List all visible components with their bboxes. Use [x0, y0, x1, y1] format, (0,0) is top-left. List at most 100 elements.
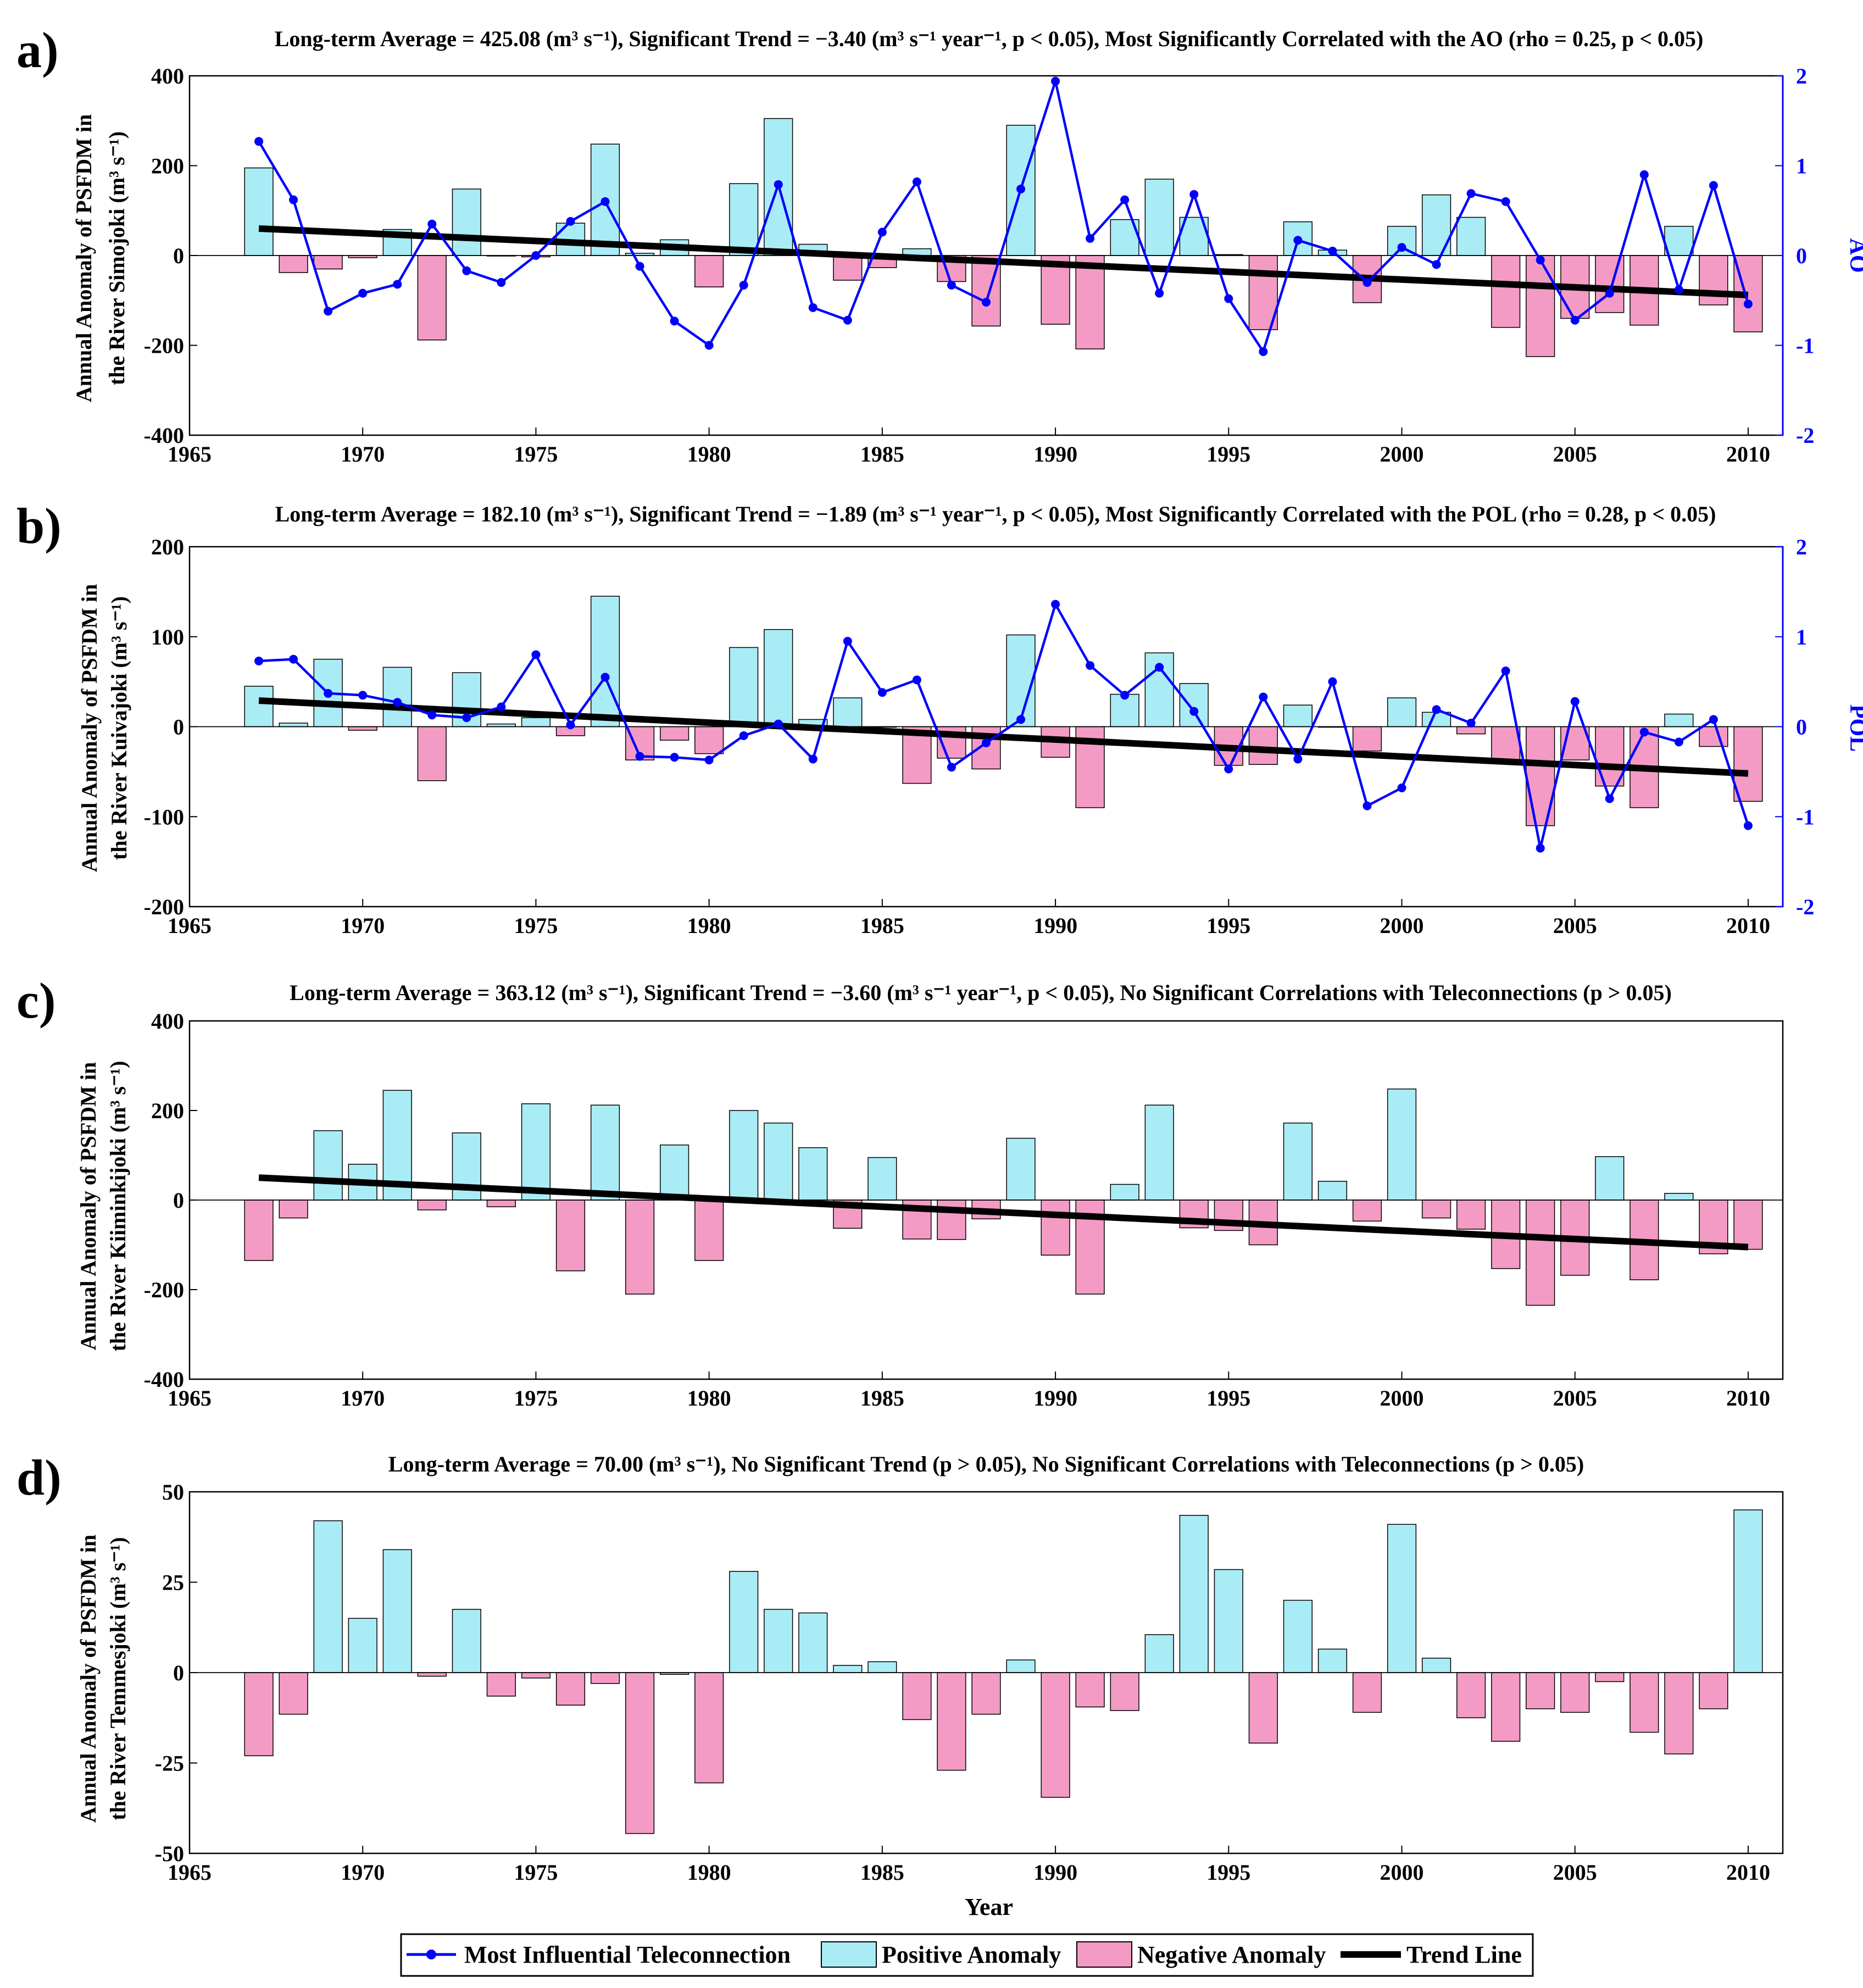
- bar-positive: [1283, 1123, 1313, 1201]
- bar-negative: [937, 1672, 966, 1771]
- teleconnection-point: [600, 197, 610, 206]
- bar-negative: [1595, 255, 1625, 313]
- bar-negative: [1699, 255, 1728, 306]
- teleconnection-point: [289, 654, 298, 664]
- teleconnection-point: [670, 316, 679, 326]
- teleconnection-point: [774, 180, 783, 189]
- teleconnection-point: [1016, 185, 1026, 194]
- panel-c: c) Long-term Average = 363.12 (m³ s⁻¹), …: [16, 973, 1784, 1411]
- panel-label: d): [16, 1450, 62, 1506]
- y-axis-label-line2: the River Kiiminkijoki (m³ s⁻¹): [105, 1061, 130, 1352]
- teleconnection-point: [1674, 737, 1683, 747]
- bar-negative: [279, 255, 308, 273]
- teleconnection-point: [1432, 705, 1441, 714]
- y2-tick-label: 0: [1796, 243, 1807, 268]
- x-tick-label: 1995: [1206, 442, 1250, 467]
- bar-negative: [1248, 1672, 1278, 1744]
- bar-negative: [1699, 1672, 1728, 1709]
- y-tick-label: 0: [173, 715, 184, 740]
- y2-tick-label: -1: [1796, 804, 1814, 829]
- x-tick-label: 1970: [341, 442, 385, 467]
- bar-positive: [1283, 1600, 1313, 1673]
- bar-positive: [590, 596, 620, 728]
- teleconnection-point: [635, 752, 644, 761]
- bar-negative: [1526, 255, 1555, 357]
- bar-positive: [1421, 1657, 1452, 1673]
- x-tick-label: 1985: [860, 442, 904, 467]
- bar-positive: [729, 1571, 759, 1673]
- x-tick-label: 2010: [1726, 442, 1770, 467]
- legend-positive-label: Positive Anomaly: [882, 1941, 1061, 1968]
- y2-axis-label: AO: [1845, 238, 1863, 273]
- teleconnection-point: [427, 219, 437, 229]
- bar-positive: [1317, 1648, 1348, 1673]
- trend-line: [258, 697, 1749, 777]
- teleconnection-point: [808, 303, 818, 312]
- bar-positive: [1664, 713, 1694, 728]
- bar-positive: [1664, 1193, 1694, 1201]
- bar-negative: [694, 726, 724, 754]
- y-axis-label-line1: Annual Anomaly of PSFDM in: [77, 584, 102, 873]
- trend-line: [258, 225, 1749, 298]
- y-tick-label: 0: [173, 1661, 184, 1685]
- bar-negative: [1699, 726, 1728, 747]
- bar-negative: [1733, 726, 1763, 802]
- x-axis-label: Year: [965, 1893, 1013, 1920]
- teleconnection-point: [1328, 677, 1337, 686]
- y2-tick-label: 0: [1796, 715, 1807, 740]
- bar-positive: [1387, 697, 1417, 728]
- teleconnection-point: [1363, 278, 1372, 287]
- bar-positive: [348, 1618, 377, 1673]
- x-tick-label: 2000: [1380, 442, 1424, 467]
- teleconnection-point: [1639, 170, 1649, 179]
- bar-negative: [417, 1672, 447, 1677]
- teleconnection-point: [947, 280, 956, 290]
- bar-negative: [313, 255, 343, 270]
- teleconnection-point: [1086, 234, 1095, 243]
- bar-positive: [1595, 1156, 1625, 1201]
- y-tick-label: -200: [144, 1278, 184, 1302]
- bar-positive: [521, 1103, 551, 1201]
- bar-negative: [1075, 1672, 1105, 1708]
- bar-positive: [764, 1123, 793, 1201]
- x-tick-label: 2005: [1553, 1386, 1597, 1411]
- bar-negative: [417, 255, 447, 341]
- bar-positive: [729, 1110, 759, 1201]
- bar-negative: [694, 1672, 724, 1784]
- bar-negative: [625, 1672, 655, 1834]
- x-tick-label: 1995: [1206, 1386, 1250, 1411]
- x-tick-label: 2000: [1380, 1386, 1424, 1411]
- legend-positive-swatch: [821, 1941, 877, 1968]
- teleconnection-point: [324, 688, 333, 698]
- bar-positive: [867, 1661, 897, 1673]
- teleconnection-point: [1432, 260, 1441, 269]
- bar-negative: [486, 1672, 516, 1697]
- y-tick-label: 400: [151, 1009, 184, 1034]
- y2-axis-label: POL: [1845, 704, 1863, 752]
- x-tick-label: 1985: [860, 1860, 904, 1885]
- bar-negative: [1491, 726, 1521, 760]
- y-tick-label: -25: [155, 1751, 184, 1776]
- teleconnection-point: [704, 341, 714, 350]
- x-tick-label: 1970: [341, 913, 385, 938]
- x-tick-label: 2010: [1726, 1860, 1770, 1885]
- bar-negative: [694, 255, 724, 287]
- legend: Most Influential Teleconnection Positive…: [400, 1933, 1534, 1977]
- bar-positive: [729, 647, 759, 728]
- teleconnection-point: [1293, 236, 1303, 245]
- x-tick-label: 1995: [1206, 1860, 1250, 1885]
- bar-negative: [1456, 726, 1486, 735]
- teleconnection-point: [1709, 181, 1718, 190]
- teleconnection-point: [1086, 661, 1095, 670]
- bar-negative: [694, 1200, 724, 1261]
- bar-positive: [1110, 1184, 1139, 1201]
- teleconnection-point: [1397, 243, 1406, 252]
- bar-negative: [1110, 1672, 1139, 1711]
- bar-positive: [313, 1130, 343, 1201]
- bar-negative: [833, 255, 863, 281]
- teleconnection-point: [1397, 783, 1406, 792]
- bar-positive: [1283, 704, 1313, 728]
- bar-positive: [1144, 1634, 1174, 1673]
- y-tick-label: -400: [144, 423, 184, 448]
- bar-positive: [1664, 226, 1694, 256]
